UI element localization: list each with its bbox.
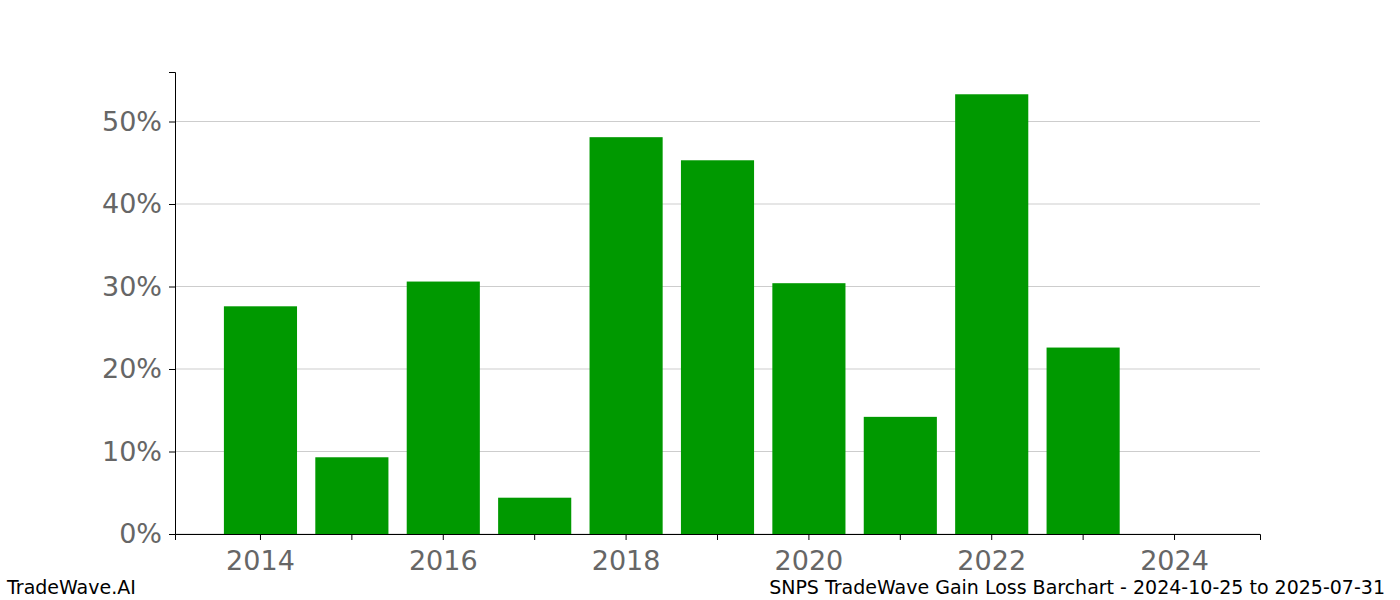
x-tick-mark (1083, 534, 1084, 540)
y-tick-label: 0% (119, 518, 162, 549)
x-tick-label: 2014 (226, 545, 295, 576)
y-tick-label: 30% (102, 271, 162, 302)
bar (772, 283, 845, 534)
x-tick-label: 2020 (775, 545, 844, 576)
bar (1047, 348, 1120, 534)
y-tick: 40% (102, 188, 175, 219)
x-tick (717, 534, 718, 540)
bar (498, 498, 571, 534)
y-tick-mark (169, 122, 175, 123)
bar (590, 137, 663, 534)
annotation: TradeWave.AI (6, 576, 136, 598)
x-tick-mark (1174, 534, 1175, 540)
y-tick: 10% (102, 436, 175, 467)
x-tick-label: 2022 (957, 545, 1026, 576)
y-tick-mark (169, 287, 175, 288)
title: SNPS TradeWave Gain Loss Barchart - 2024… (769, 576, 1385, 598)
bars (224, 94, 1120, 534)
y-axis: 0% 10% 20% 30% 40% 50% (102, 73, 176, 550)
x-tick-mark (900, 534, 901, 540)
x-tick-mark (443, 534, 444, 540)
x-tick (351, 534, 352, 540)
y-tick-mark (169, 204, 175, 205)
x-tick-mark (991, 534, 992, 540)
x-tick: 2016 (409, 534, 478, 576)
x-tick: 2022 (957, 534, 1026, 576)
x-tick (900, 534, 901, 540)
bar (224, 306, 297, 534)
x-tick (1083, 534, 1084, 540)
x-tick: 2018 (592, 534, 661, 576)
x-tick: 2024 (1140, 534, 1209, 576)
x-tick-mark (808, 534, 809, 540)
x-tick: 2014 (226, 534, 295, 576)
x-tick-mark (351, 534, 352, 540)
bar (864, 417, 937, 534)
x-tick-mark (260, 534, 261, 540)
x-tick-label: 2024 (1140, 545, 1209, 576)
y-tick-mark (169, 452, 175, 453)
x-axis: 2014 2016 2018 2020 2022 2024 (176, 534, 1261, 576)
x-tick-label: 2018 (592, 545, 661, 576)
chart: 0% 10% 20% 30% 40% 50% 2014 2016 2018 2020 2022 202… (0, 0, 1400, 600)
bar (407, 282, 480, 534)
x-axis-line (176, 535, 1261, 541)
x-tick (534, 534, 535, 540)
y-tick: 50% (102, 106, 175, 137)
y-tick-mark (169, 534, 175, 535)
x-tick-label: 2016 (409, 545, 478, 576)
y-tick-mark (169, 369, 175, 370)
y-tick: 0% (119, 518, 175, 549)
grid-line (175, 121, 1260, 122)
bar (315, 457, 388, 534)
grid (175, 122, 1260, 535)
y-tick-label: 40% (102, 188, 162, 219)
y-tick-label: 20% (102, 353, 162, 384)
y-axis-line (169, 73, 176, 535)
y-tick-label: 10% (102, 436, 162, 467)
bar (955, 94, 1028, 534)
x-tick-mark (626, 534, 627, 540)
x-tick-mark (534, 534, 535, 540)
x-tick-mark (717, 534, 718, 540)
y-tick: 30% (102, 271, 175, 302)
bar (681, 160, 754, 534)
y-tick: 20% (102, 353, 175, 384)
y-tick-label: 50% (102, 106, 162, 137)
x-tick: 2020 (775, 534, 844, 576)
